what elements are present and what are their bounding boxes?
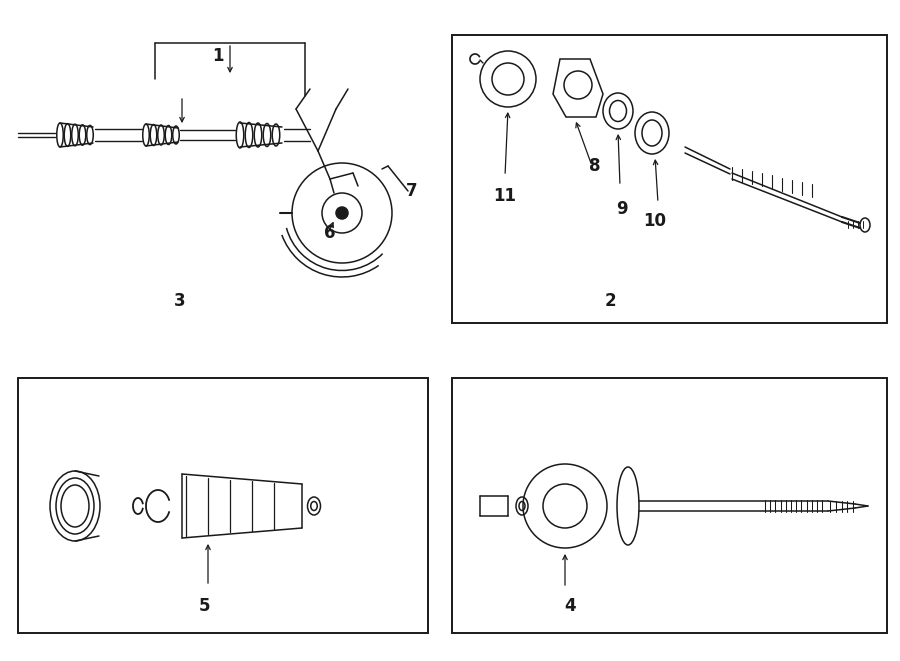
- Text: 2: 2: [604, 292, 616, 310]
- Text: 4: 4: [564, 597, 576, 615]
- Text: 10: 10: [644, 212, 667, 230]
- Text: 3: 3: [175, 292, 185, 310]
- Text: 11: 11: [493, 187, 517, 205]
- Bar: [18, 378, 428, 633]
- Bar: [452, 378, 887, 633]
- Text: 7: 7: [406, 182, 418, 200]
- Bar: [452, 35, 887, 323]
- Text: 9: 9: [616, 200, 628, 218]
- Text: 1: 1: [212, 47, 224, 65]
- Text: 6: 6: [324, 224, 336, 242]
- Text: 8: 8: [590, 157, 601, 175]
- Circle shape: [336, 207, 348, 219]
- Text: 5: 5: [199, 597, 211, 615]
